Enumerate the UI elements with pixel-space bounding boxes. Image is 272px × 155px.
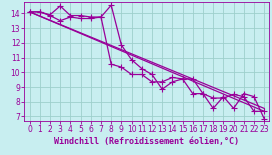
X-axis label: Windchill (Refroidissement éolien,°C): Windchill (Refroidissement éolien,°C)	[54, 137, 239, 146]
